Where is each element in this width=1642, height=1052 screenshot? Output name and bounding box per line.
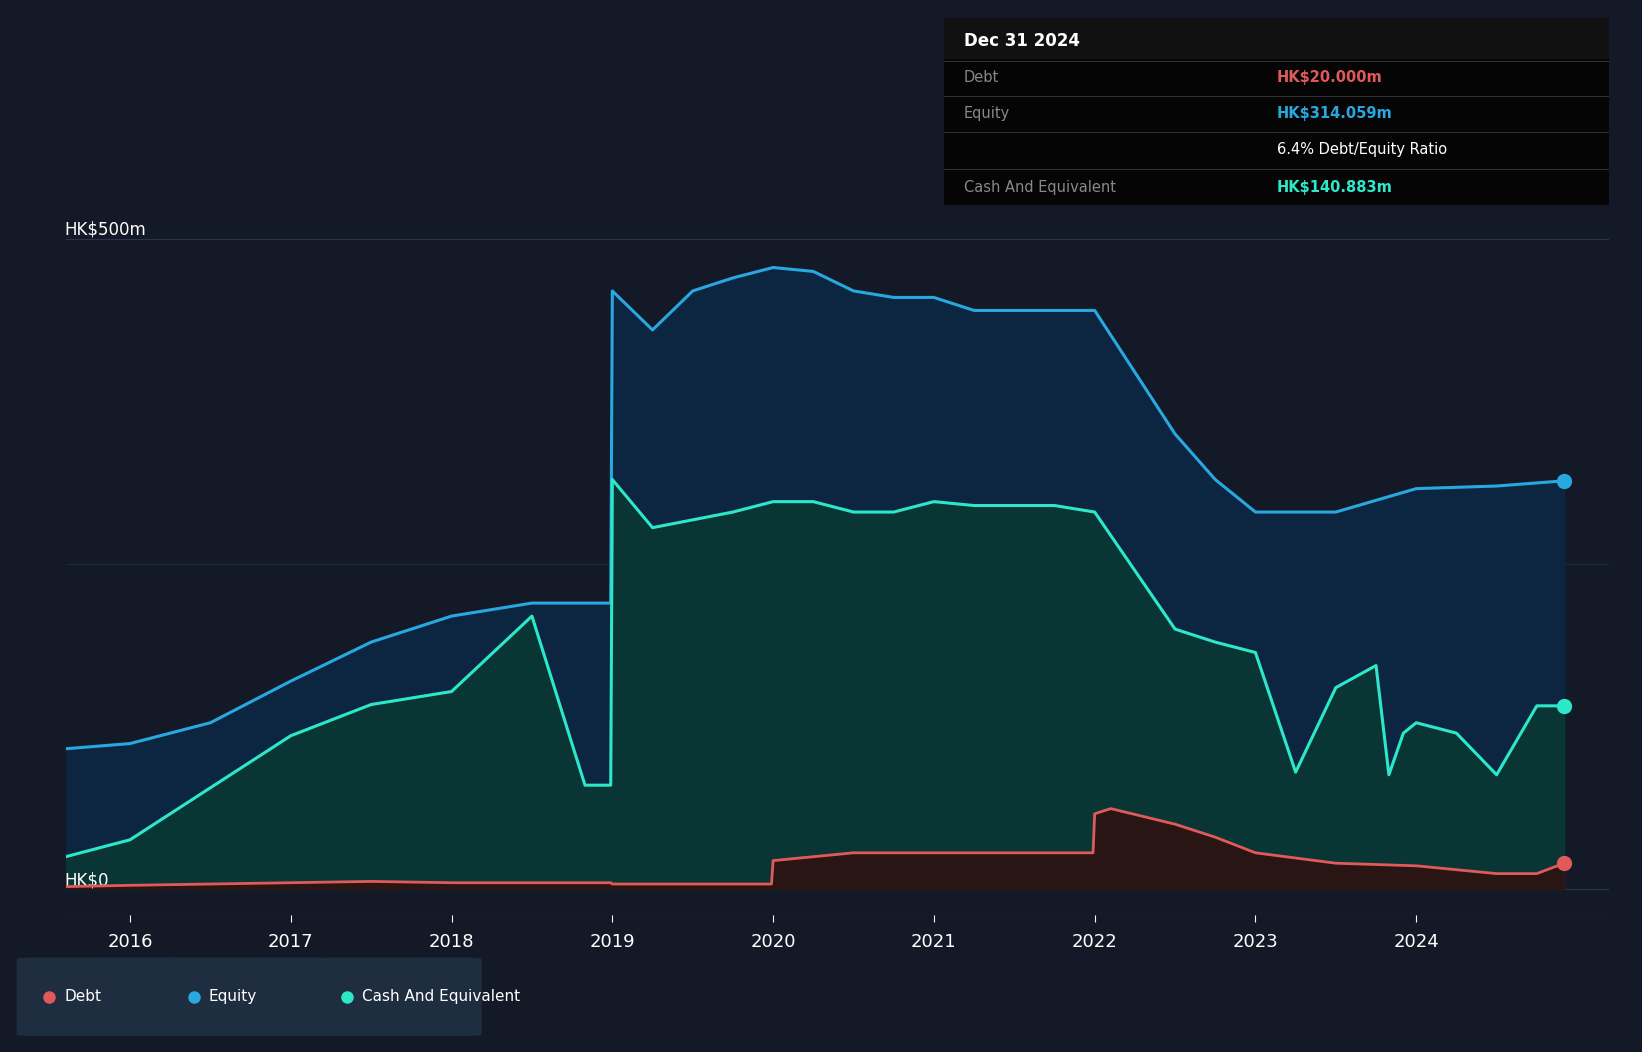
FancyBboxPatch shape xyxy=(161,957,328,1036)
FancyBboxPatch shape xyxy=(944,18,1609,59)
Text: HK$500m: HK$500m xyxy=(64,221,146,239)
Text: Cash And Equivalent: Cash And Equivalent xyxy=(964,180,1117,195)
Text: Cash And Equivalent: Cash And Equivalent xyxy=(363,989,521,1005)
Text: Debt: Debt xyxy=(64,989,102,1005)
Text: HK$0: HK$0 xyxy=(64,871,108,889)
Text: Debt: Debt xyxy=(964,70,1000,85)
Text: HK$140.883m: HK$140.883m xyxy=(1277,180,1392,195)
FancyBboxPatch shape xyxy=(16,957,184,1036)
Text: Equity: Equity xyxy=(964,106,1010,121)
Text: HK$314.059m: HK$314.059m xyxy=(1277,106,1392,121)
Text: Equity: Equity xyxy=(209,989,258,1005)
FancyBboxPatch shape xyxy=(315,957,481,1036)
Text: 6.4% Debt/Equity Ratio: 6.4% Debt/Equity Ratio xyxy=(1277,142,1447,158)
Text: Dec 31 2024: Dec 31 2024 xyxy=(964,33,1080,50)
Text: HK$20.000m: HK$20.000m xyxy=(1277,70,1383,85)
